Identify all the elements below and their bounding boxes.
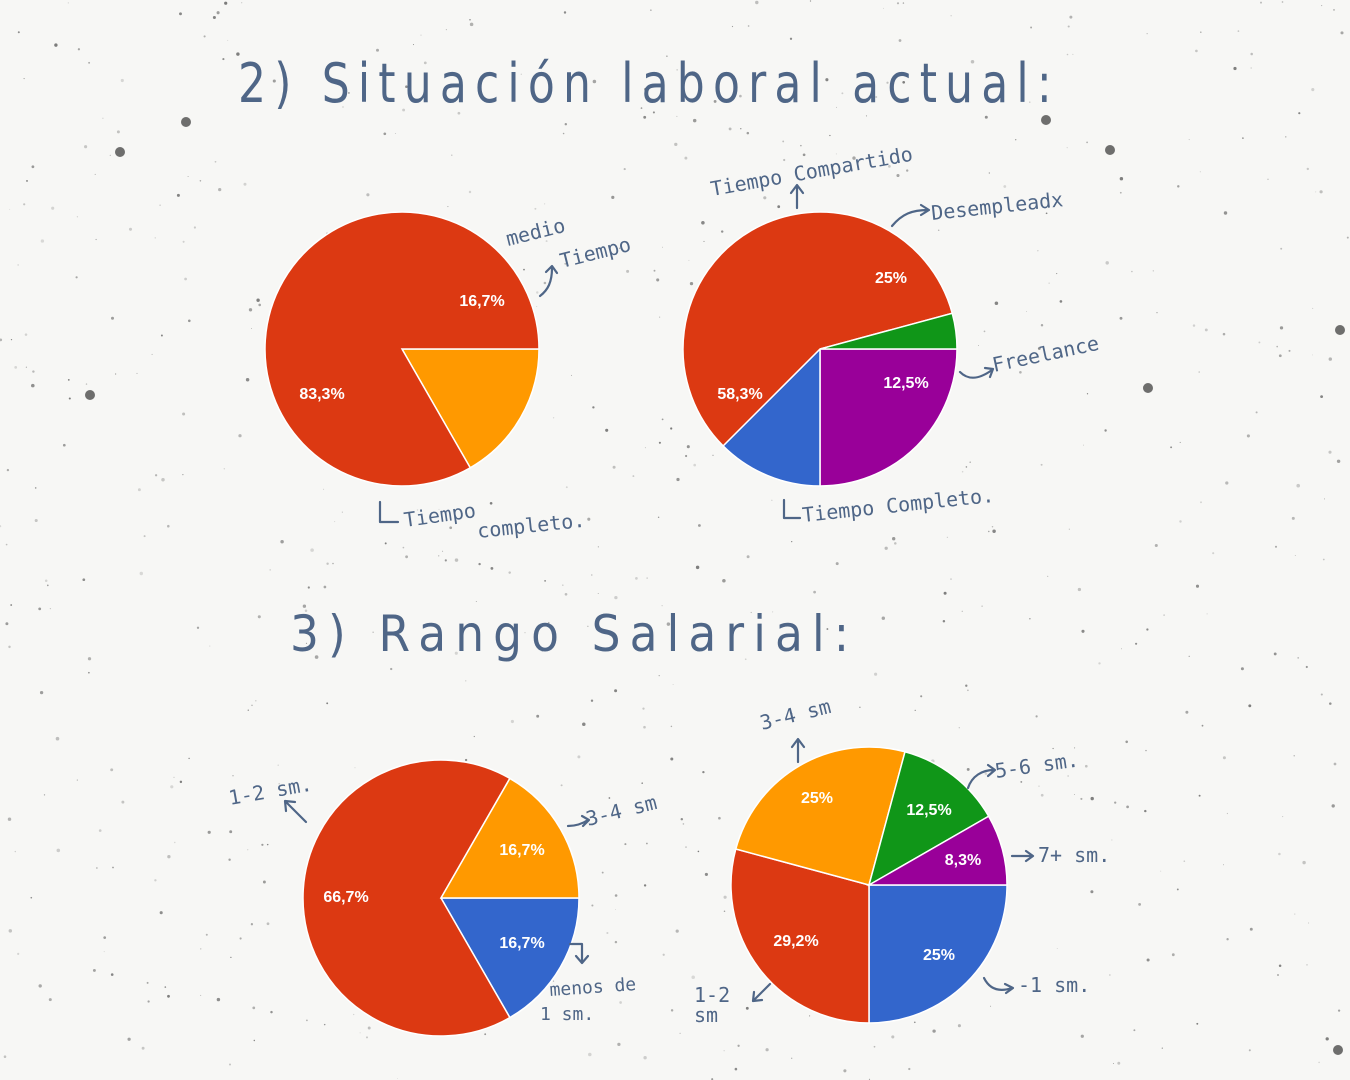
annotation-tiempo-compartido: Tiempo Compartido <box>709 142 915 201</box>
pie-slice <box>682 211 954 447</box>
slice-value-label: 25% <box>801 790 833 807</box>
arrow-icon <box>751 982 772 1003</box>
pie-chart-salary-2: 25% 29,2% 25% 12,5% 8,3% <box>730 746 1008 1024</box>
pie-chart-salary-1: 16,7% 66,7% 16,7% <box>302 759 580 1037</box>
pie-slice <box>730 848 870 1024</box>
pie-slice <box>264 211 540 487</box>
section-3-title: 3) Rango Salarial: <box>290 605 859 663</box>
annotation-3-4-sm: 3-4 sm <box>583 790 659 831</box>
pie-slice <box>819 348 958 487</box>
annotation-7-plus-sm: 7+ sm. <box>1038 843 1110 867</box>
pie-slice <box>734 746 906 886</box>
slice-value-label: 8,3% <box>945 852 981 869</box>
arrow-icon <box>378 500 400 524</box>
annotation-1-2: 1-2 <box>694 983 730 1007</box>
slice-value-label: 58,3% <box>717 386 762 403</box>
slice-value-label: 12,5% <box>906 802 951 819</box>
pie-slice <box>722 347 821 487</box>
arrow-icon <box>568 942 590 965</box>
annotation-freelance: Freelance <box>990 331 1101 377</box>
pie-slice <box>866 815 1008 886</box>
annotation-tiempo-completo: Tiempo Completo. <box>801 483 995 527</box>
slice-value-label: 16,7% <box>499 842 544 859</box>
arrow-icon <box>966 763 997 790</box>
pie-slice <box>302 759 511 1037</box>
annotation-menos-de: menos de <box>549 974 637 1001</box>
annotation-tiempo-completo-2: completo. <box>476 508 586 543</box>
arrow-icon <box>789 183 805 210</box>
arrow-icon <box>283 799 308 824</box>
pie-slice <box>400 348 540 469</box>
slice-value-label: 25% <box>923 947 955 964</box>
annotation-menos-1-sm: -1 sm. <box>1018 973 1090 997</box>
annotation-tiempo-completo-1: Tiempo <box>402 498 477 532</box>
pie-chart-employment-2: 25% 12,5% 58,3% <box>682 211 958 487</box>
pie-slice <box>439 777 580 899</box>
slice-value-label: 29,2% <box>773 933 818 950</box>
arrow-icon <box>782 498 802 520</box>
slice-value-label: 83,3% <box>299 386 344 403</box>
annotation-3-4-sm: 3-4 sm <box>757 694 833 735</box>
arrow-icon <box>958 366 995 379</box>
arrow-icon <box>790 737 806 764</box>
pie-slice <box>439 897 580 1019</box>
annotation-tiempo: Tiempo <box>557 232 633 273</box>
annotation-sm: sm <box>694 1003 718 1027</box>
pie-chart-employment-1: 16,7% 83,3% <box>264 211 540 487</box>
annotation-desempleadx: Desempleadx <box>930 187 1064 225</box>
slice-value-label: 12,5% <box>883 375 928 392</box>
annotation-1-2-sm: 1-2 sm. <box>227 772 314 810</box>
slice-value-label: 25% <box>875 270 907 287</box>
annotation-medio: medio <box>503 213 567 251</box>
pie-slice <box>819 312 958 350</box>
pie-slice <box>867 750 990 887</box>
section-2-title: 2) Situación laboral actual: <box>238 52 1060 115</box>
arrow-icon <box>1010 849 1035 863</box>
annotation-1-sm: 1 sm. <box>540 1004 594 1025</box>
annotation-5-6-sm: 5-6 sm. <box>993 747 1080 782</box>
slice-value-label: 16,7% <box>459 293 504 310</box>
arrow-icon <box>538 264 559 298</box>
arrow-icon <box>982 976 1015 995</box>
slice-value-label: 16,7% <box>499 935 544 952</box>
arrow-icon <box>566 814 591 828</box>
pie-slice <box>868 884 1008 1024</box>
arrow-icon <box>890 203 931 228</box>
slice-value-label: 66,7% <box>323 889 368 906</box>
